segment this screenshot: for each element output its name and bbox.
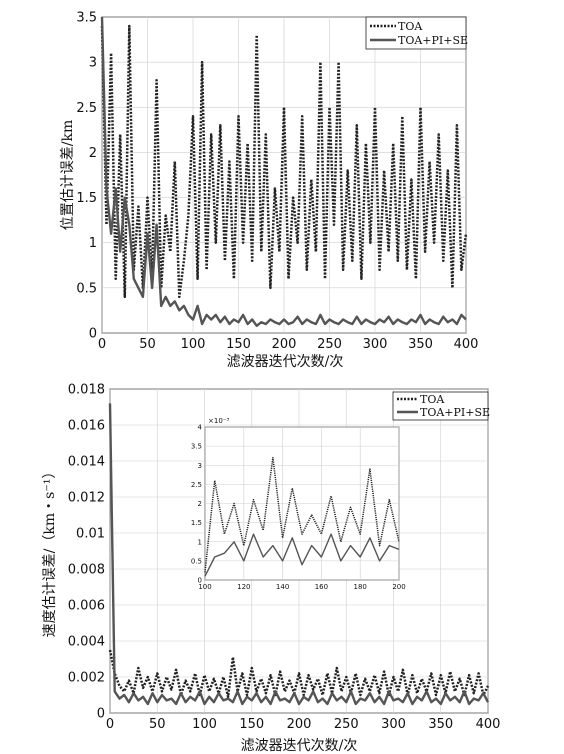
- y-tick-label: 3.5: [191, 443, 202, 451]
- y-tick-labels: 0 0.002 0.004 0.006 0.008 0.01 0.012 0.014 0.016…: [68, 383, 105, 722]
- y-tick-label: 0.5: [191, 557, 202, 565]
- x-tick-label: 400: [454, 337, 479, 352]
- y-tick-label: 0.016: [68, 419, 105, 434]
- x-tick-labels: 0 50 100 150 200 250 300 350 400: [98, 337, 479, 352]
- x-tick-label: 0: [98, 337, 106, 352]
- y-tick-label: 2: [198, 500, 202, 508]
- y-tick-label: 4: [198, 424, 203, 432]
- y-tick-label: 1: [198, 538, 202, 546]
- inset-y-tick-labels: 0 0.5 1 1.5 2 2.5 3 3.5 4: [191, 424, 203, 585]
- x-tick-label: 200: [287, 717, 312, 732]
- y-tick-label: 3: [198, 462, 202, 470]
- inset-chart: 100 120 140 160 180 200 0 0.5 1 1.5 2 2.5 3 3.5 4 ×10…: [191, 417, 406, 591]
- x-tick-label: 400: [476, 717, 501, 732]
- series-line-toa-pi-se: [108, 403, 490, 706]
- x-tick-label: 200: [272, 337, 297, 352]
- y-tick-label: 0: [89, 327, 97, 342]
- x-tick-label: 50: [149, 717, 166, 732]
- inset-series-group: [204, 456, 400, 577]
- legend-label-toa: TOA: [398, 20, 423, 33]
- series-line-toa: [108, 649, 490, 699]
- x-tick-label: 100: [192, 717, 217, 732]
- y-tick-label: 1.5: [191, 519, 202, 527]
- y-tick-label: 0.014: [68, 455, 105, 470]
- inset-grid: [204, 426, 400, 581]
- x-tick-label: 180: [354, 583, 367, 591]
- x-tick-label: 0: [106, 717, 114, 732]
- legend-label-toa-pi-se: TOA+PI+SE: [420, 406, 490, 419]
- y-axis-label: 速度估计误差/（km・s⁻¹）: [42, 465, 58, 638]
- x-tick-labels: 0 50 100 150 200 250 300 350 400: [106, 717, 501, 732]
- y-tick-label: 3.5: [76, 11, 97, 26]
- x-tick-label: 50: [139, 337, 156, 352]
- series-line-toa: [100, 24, 468, 299]
- position-error-chart: 0 50 100 150 200 250 300 350 400 0 0.5 1 1.5 2 2.5 3 3.…: [60, 11, 478, 371]
- y-tick-labels: 0 0.5 1 1.5 2 2.5 3 3.5: [76, 11, 97, 342]
- y-tick-label: 0.01: [76, 527, 105, 542]
- x-axis-label: 滤波器迭代次数/次: [227, 354, 344, 370]
- y-axis-label: 位置估计误差/km: [60, 120, 76, 230]
- x-tick-label: 350: [408, 337, 433, 352]
- y-tick-label: 1.5: [76, 191, 97, 206]
- x-tick-label: 200: [392, 583, 405, 591]
- x-tick-label: 100: [181, 337, 206, 352]
- x-tick-label: 250: [334, 717, 359, 732]
- y-tick-label: 0.002: [68, 671, 105, 686]
- velocity-error-chart: 0 50 100 150 200 250 300 350 400 0 0.002 0.004 0.00…: [42, 383, 500, 754]
- legend-label-toa-pi-se: TOA+PI+SE: [398, 34, 468, 47]
- y-tick-label: 2.5: [191, 481, 202, 489]
- x-tick-label: 120: [237, 583, 250, 591]
- x-tick-label: 350: [428, 717, 453, 732]
- y-tick-label: 1: [89, 236, 97, 251]
- x-tick-label: 250: [317, 337, 342, 352]
- x-tick-label: 150: [239, 717, 264, 732]
- x-tick-label: 300: [363, 337, 388, 352]
- x-tick-label: 300: [381, 717, 406, 732]
- y-tick-label: 0.5: [76, 281, 97, 296]
- x-axis-label: 滤波器迭代次数/次: [241, 738, 358, 754]
- y-tick-label: 2: [89, 146, 97, 161]
- series-line-toa-pi-se: [100, 16, 467, 327]
- series-group: [108, 403, 490, 706]
- y-tick-label: 2.5: [76, 101, 97, 116]
- y-tick-label: 0: [97, 707, 105, 722]
- y-tick-label: 3: [89, 56, 97, 71]
- series-line-toa-pi-se: [204, 533, 400, 577]
- y-tick-label: 0.006: [68, 599, 105, 614]
- grid: [101, 16, 467, 334]
- inset-exponent-label: ×10⁻³: [208, 417, 229, 425]
- legend: TOA TOA+PI+SE: [365, 16, 468, 50]
- series-group: [100, 16, 468, 327]
- x-tick-label: 100: [198, 583, 211, 591]
- legend: TOA TOA+PI+SE: [392, 391, 490, 421]
- legend-label-toa: TOA: [420, 393, 445, 406]
- legend-box: [365, 16, 467, 50]
- y-tick-label: 0.018: [68, 383, 105, 398]
- y-tick-label: 0.012: [68, 491, 105, 506]
- y-tick-label: 0: [198, 577, 202, 585]
- inset-x-tick-labels: 100 120 140 160 180 200: [198, 583, 405, 591]
- series-line-toa: [204, 456, 400, 573]
- legend-box: [392, 391, 489, 421]
- y-tick-label: 0.008: [68, 563, 105, 578]
- y-tick-label: 0.004: [68, 635, 105, 650]
- x-tick-label: 160: [315, 583, 328, 591]
- x-tick-label: 140: [276, 583, 289, 591]
- x-tick-label: 150: [226, 337, 251, 352]
